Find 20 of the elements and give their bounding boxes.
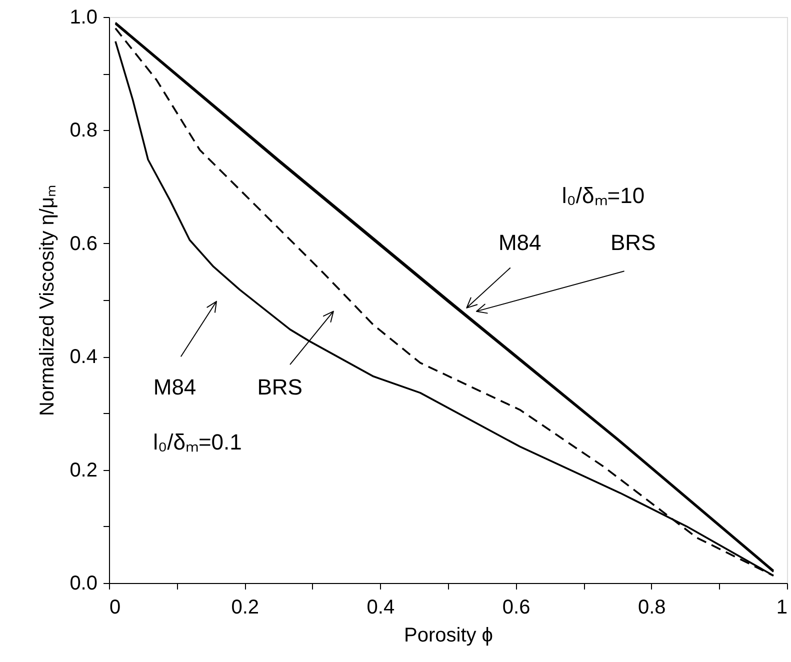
annotation: BRS (257, 374, 302, 400)
x-tick-label: 0.2 (231, 596, 260, 618)
annotation: l₀/δₘ=0.1 (153, 430, 242, 455)
y-tick-label: 0.0 (70, 572, 98, 594)
y-tick-label: 0.2 (70, 459, 98, 482)
y-tick-label: 0.8 (70, 120, 98, 142)
x-tick-label: 0 (110, 596, 121, 618)
x-tick-label: 1 (776, 596, 788, 618)
y-tick-label: 1.0 (70, 6, 98, 28)
x-tick-label: 0.4 (366, 596, 395, 618)
y-tick-label: 0.4 (70, 346, 98, 368)
x-tick-label: 0.8 (638, 596, 666, 618)
x-tick-label: 0.6 (502, 596, 530, 618)
annotation: M84 (498, 230, 542, 255)
x-axis-title: Porosity ϕ (404, 624, 494, 646)
annotation: l₀/δₘ=10 (562, 182, 645, 208)
y-axis-title: Normalized Viscosity η/μₘ (36, 184, 59, 416)
y-tick-label: 0.6 (70, 232, 98, 255)
annotation: M84 (153, 374, 196, 400)
annotation: BRS (610, 230, 656, 255)
